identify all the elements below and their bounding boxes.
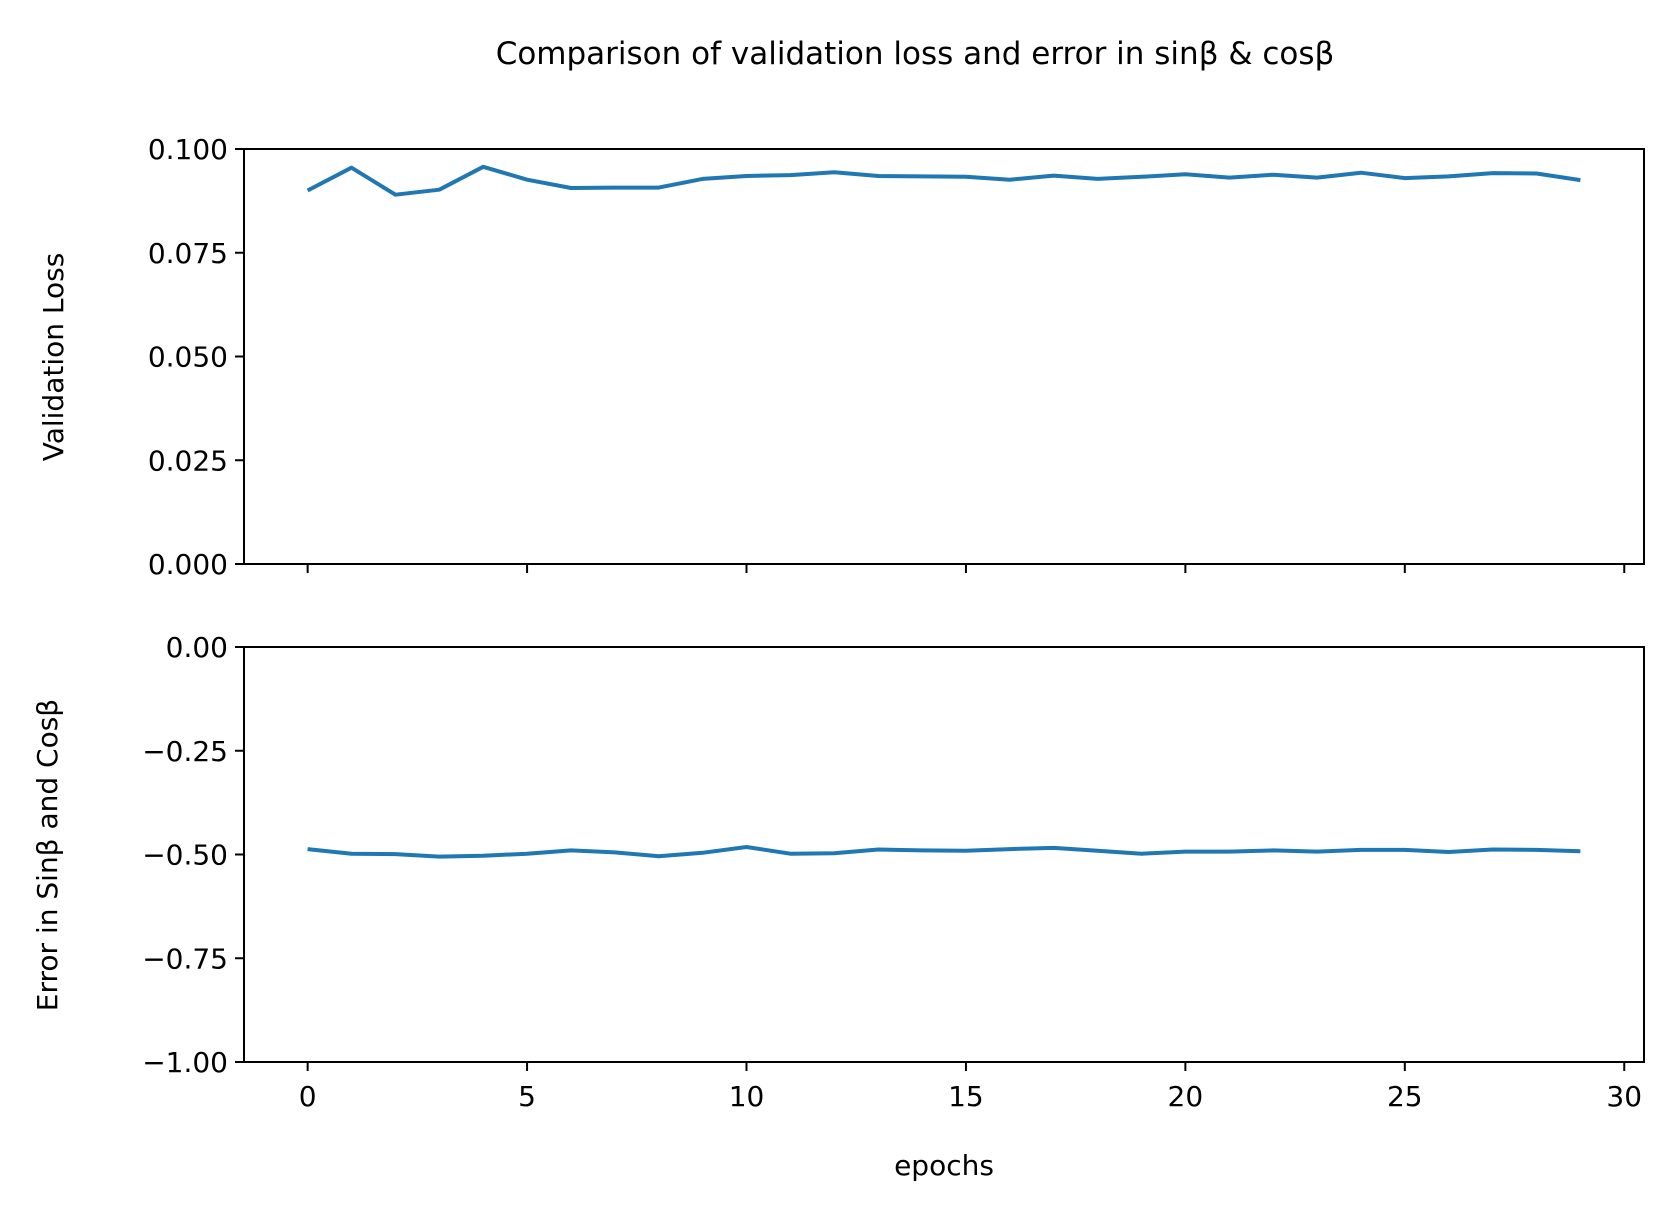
error-panel: −1.00 −0.75 −0.50 −0.25 0.00 0 5 10 15 20 25 30 Er… bbox=[31, 631, 1645, 1182]
error-y-tick-label: −1.00 bbox=[142, 1046, 228, 1079]
validation-loss-x-ticks bbox=[306, 564, 1626, 573]
error-x-ticks: 0 5 10 15 20 25 30 bbox=[299, 1062, 1642, 1113]
validation-loss-y-tick-label: 0.100 bbox=[148, 133, 228, 166]
validation-loss-y-axis-label: Validation Loss bbox=[37, 253, 70, 462]
error-y-tick-label: −0.50 bbox=[142, 839, 228, 872]
error-x-tick-label: 25 bbox=[1387, 1080, 1423, 1113]
error-y-axis-label: Error in Sinβ and Cosβ bbox=[31, 699, 64, 1011]
error-x-tick-label: 30 bbox=[1606, 1080, 1642, 1113]
error-x-tick-label: 20 bbox=[1168, 1080, 1204, 1113]
validation-loss-y-tick-label: 0.075 bbox=[148, 237, 228, 270]
validation-loss-y-ticks: 0.000 0.025 0.050 0.075 0.100 bbox=[148, 133, 244, 581]
error-x-tick-label: 15 bbox=[948, 1080, 984, 1113]
validation-loss-y-tick-label: 0.025 bbox=[148, 444, 228, 477]
error-x-tick-label: 0 bbox=[299, 1080, 317, 1113]
error-y-tick-label: 0.00 bbox=[166, 631, 228, 664]
error-x-axis-label: epochs bbox=[894, 1149, 994, 1182]
error-x-tick-label: 10 bbox=[729, 1080, 765, 1113]
error-x-tick-label: 5 bbox=[518, 1080, 536, 1113]
error-y-tick-label: −0.75 bbox=[142, 942, 228, 975]
validation-loss-line bbox=[306, 164, 1581, 197]
chart-title: Comparison of validation loss and error … bbox=[496, 36, 1335, 72]
validation-loss-panel: 0.000 0.025 0.050 0.075 0.100 Validation Los… bbox=[37, 133, 1645, 581]
validation-loss-plot-area bbox=[243, 148, 1645, 565]
error-line bbox=[307, 845, 1581, 859]
validation-loss-y-tick-label: 0.000 bbox=[148, 548, 228, 581]
error-y-ticks: −1.00 −0.75 −0.50 −0.25 0.00 bbox=[142, 631, 244, 1079]
error-y-tick-label: −0.25 bbox=[142, 735, 228, 768]
validation-loss-y-tick-label: 0.050 bbox=[148, 341, 228, 374]
